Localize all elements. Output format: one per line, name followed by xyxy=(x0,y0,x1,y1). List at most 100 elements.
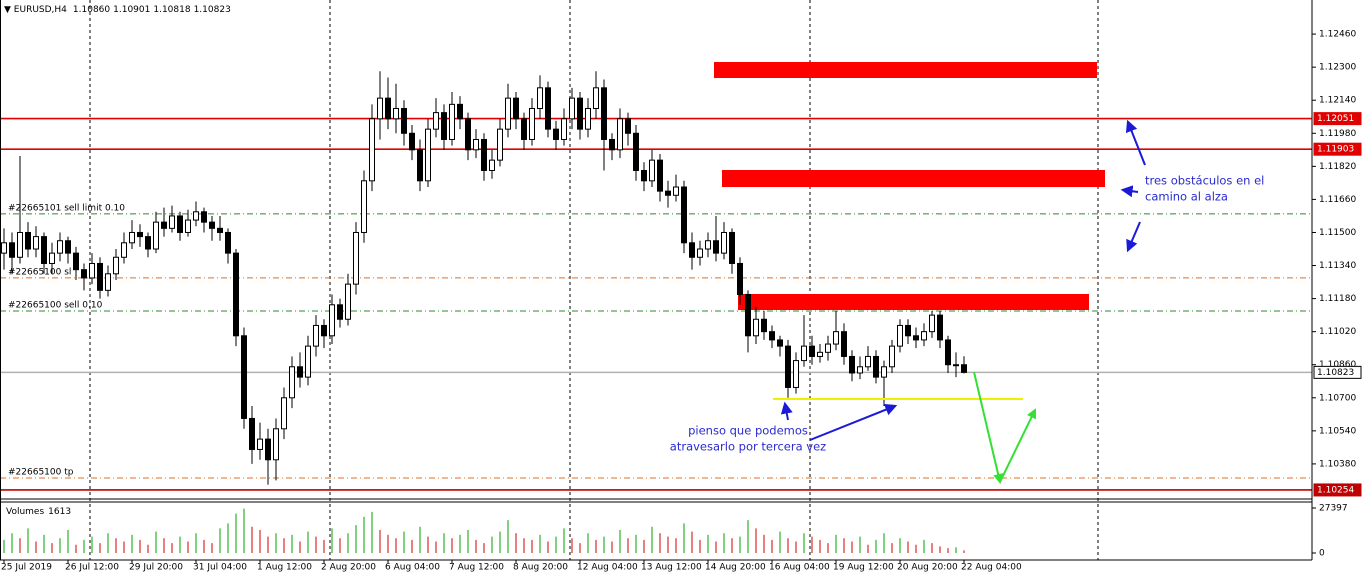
candle-body xyxy=(857,366,863,374)
candle-body xyxy=(65,240,71,254)
candle-body xyxy=(569,97,575,120)
candle-body xyxy=(849,355,855,374)
candle-body xyxy=(121,242,127,258)
candle-body xyxy=(777,339,783,347)
candle-body xyxy=(281,397,287,430)
candle-body xyxy=(57,240,63,254)
y-tick-label: 1.11180 xyxy=(1319,294,1356,304)
candle-body xyxy=(97,262,103,291)
candle-body xyxy=(961,364,967,373)
candle-body xyxy=(521,118,527,140)
x-tick-label: 29 Jul 20:00 xyxy=(129,563,183,572)
candle-body xyxy=(9,242,15,258)
candle-body xyxy=(769,331,775,341)
price-tag-label: 1.12051 xyxy=(1317,114,1354,124)
candle-body xyxy=(249,417,255,450)
candle-body xyxy=(185,219,191,233)
y-tick-label: 1.10700 xyxy=(1319,393,1356,403)
annotation: atravesarlo por tercera vez xyxy=(670,440,826,454)
candle-body xyxy=(745,293,751,337)
candle-body xyxy=(89,262,95,279)
chart-header: ▼ EURUSD,H4 1.10860 1.10901 1.10818 1.10823 xyxy=(4,5,231,15)
candle-body xyxy=(697,248,703,258)
annotation: tres obstáculos en el xyxy=(1145,174,1264,188)
ohlc: 1.10860 xyxy=(73,5,110,15)
candle-body xyxy=(641,169,647,182)
candle-body xyxy=(337,304,343,320)
candle-body xyxy=(945,339,951,366)
candle-body xyxy=(409,132,415,151)
candle-body xyxy=(257,438,263,450)
green-arrow xyxy=(973,371,1004,484)
candle-body xyxy=(905,324,911,337)
order-label: #22665100 sell 0.10 xyxy=(8,300,103,310)
x-tick-label: 6 Aug 04:00 xyxy=(385,563,440,572)
candle-body xyxy=(537,87,543,109)
candle-body xyxy=(577,97,583,130)
candle-body xyxy=(937,314,943,341)
candle-body xyxy=(33,236,39,250)
menu-arrow: ▼ xyxy=(4,5,14,15)
candle-body xyxy=(273,428,279,461)
candle-body xyxy=(609,138,615,151)
candle-body xyxy=(113,256,119,275)
candle-body xyxy=(209,221,215,229)
candle-body xyxy=(169,215,175,229)
candle-body xyxy=(929,314,935,333)
y-tick-label: 1.11660 xyxy=(1319,195,1356,205)
candle-body xyxy=(73,252,79,271)
x-tick-label: 16 Aug 04:00 xyxy=(769,563,830,572)
price-tag xyxy=(1313,142,1362,156)
order-label: #22665100 sl xyxy=(8,267,71,277)
candle-body xyxy=(913,335,919,341)
drawings: pienso que podemos atravesarlo por terce… xyxy=(670,119,1264,484)
candle-body xyxy=(161,221,167,229)
candle-body xyxy=(473,138,479,151)
candle-body xyxy=(345,283,351,320)
candle-body xyxy=(513,97,519,120)
candle-body xyxy=(897,324,903,347)
x-tick-label: 7 Aug 12:00 xyxy=(449,563,504,572)
zones xyxy=(714,62,1105,310)
candle-body xyxy=(313,324,319,347)
candle-body xyxy=(137,231,143,238)
candle-body xyxy=(129,231,135,244)
candle-body xyxy=(817,351,823,357)
candle-body xyxy=(785,345,791,388)
ohlc: 1.10818 xyxy=(153,5,190,15)
candle-body xyxy=(193,211,199,221)
candle-body xyxy=(241,335,247,419)
candle-body xyxy=(801,345,807,362)
x-tick-label: 19 Aug 12:00 xyxy=(833,563,894,572)
x-tick-label: 25 Jul 2019 xyxy=(1,563,52,572)
y-tick-label: 1.11980 xyxy=(1319,129,1356,139)
price-tag-label: 1.11903 xyxy=(1317,145,1354,155)
candle-body xyxy=(657,159,663,192)
candle-body xyxy=(953,364,959,367)
candle-body xyxy=(465,118,471,151)
frame xyxy=(0,0,1313,561)
candle-body xyxy=(841,331,847,357)
candle-body xyxy=(361,180,367,233)
candle-body xyxy=(617,118,623,151)
candle-body xyxy=(265,438,271,461)
candle-body xyxy=(1,242,7,254)
annotation: camino al alza xyxy=(1145,190,1228,204)
symbol: EURUSD,H4 xyxy=(14,5,67,15)
x-tick-label: 13 Aug 12:00 xyxy=(641,563,702,572)
candle-body xyxy=(353,231,359,285)
price-tag xyxy=(1313,483,1362,497)
candle-body xyxy=(865,355,871,368)
candle-body xyxy=(401,107,407,134)
candle-body xyxy=(17,231,23,258)
candle-body xyxy=(41,236,47,264)
candle-body xyxy=(561,118,567,140)
candle-body xyxy=(177,215,183,233)
y-tick-label: 1.11340 xyxy=(1319,261,1356,271)
candle-body xyxy=(721,231,727,254)
price-tag-label: 1.10823 xyxy=(1317,368,1354,378)
candle-body xyxy=(649,159,655,182)
x-tick-label: 26 Jul 12:00 xyxy=(65,563,119,572)
